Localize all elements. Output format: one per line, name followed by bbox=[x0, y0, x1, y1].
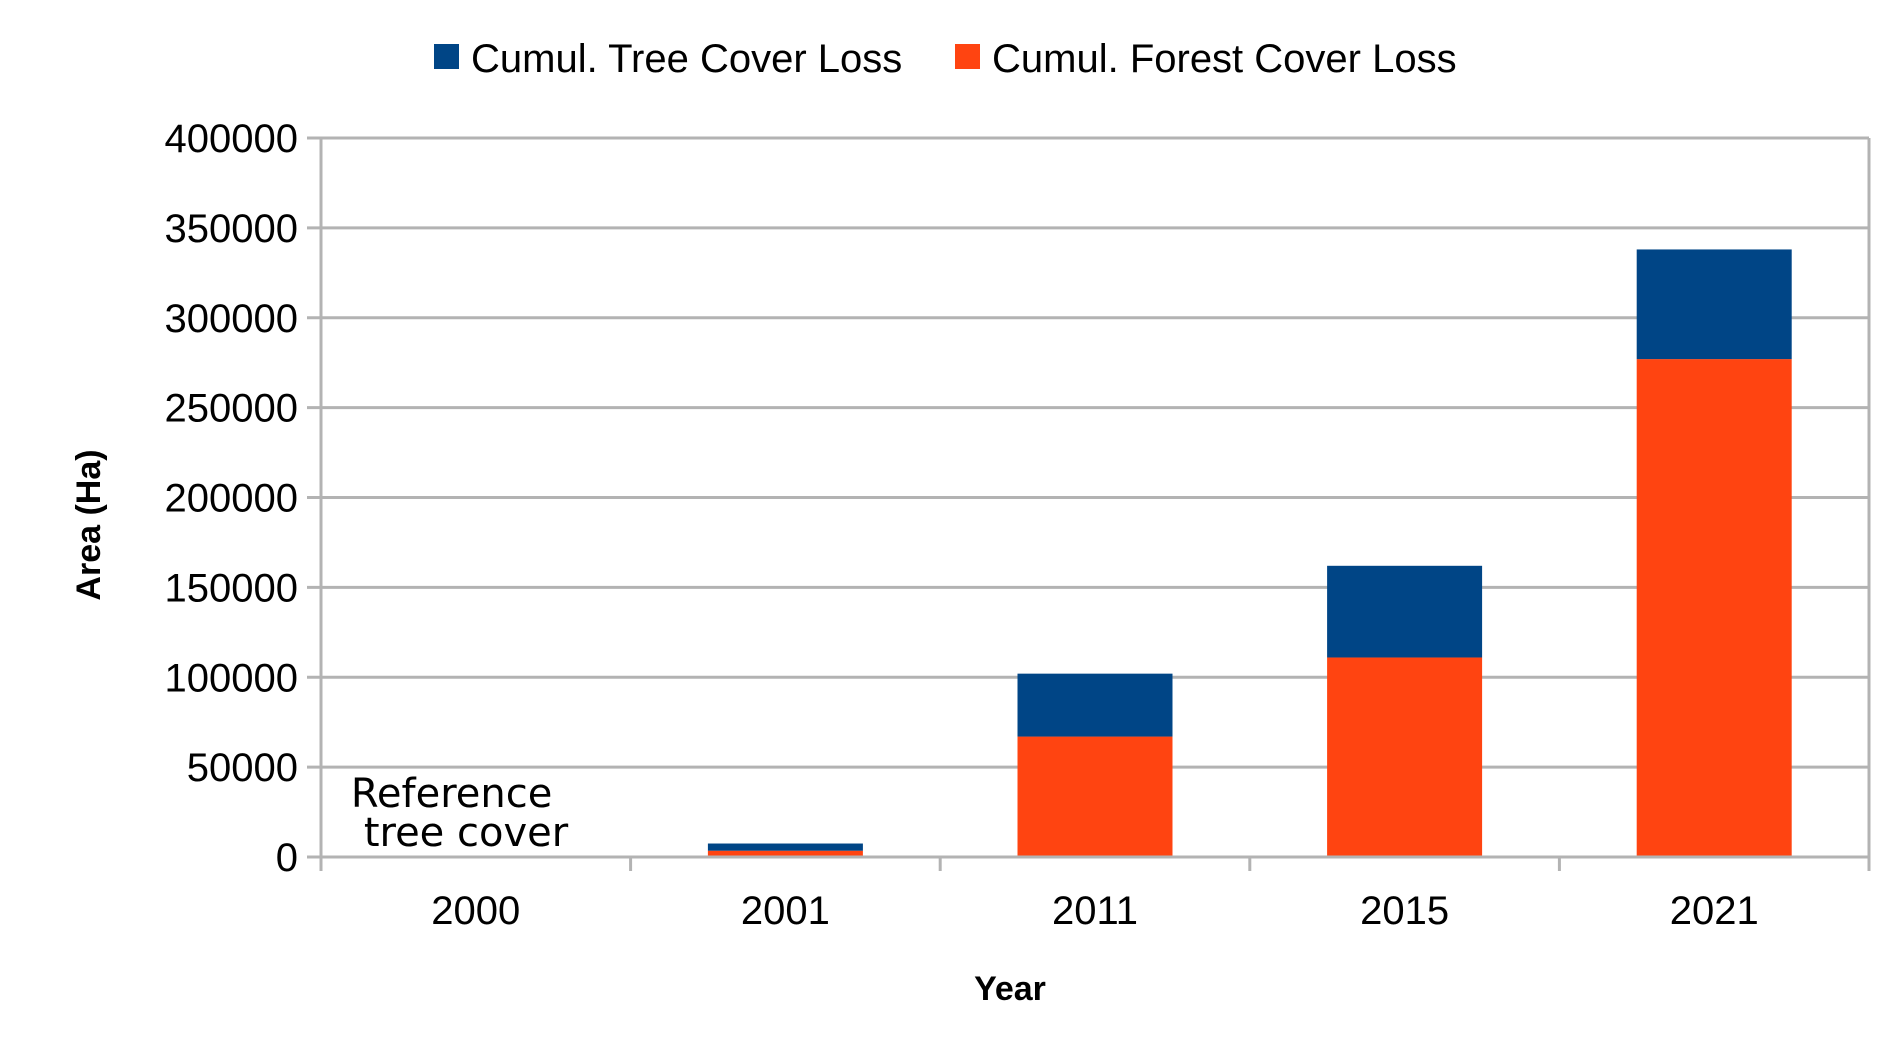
bar-2011-tree-cover-loss bbox=[1017, 673, 1173, 737]
y-tick-label-50000: 50000 bbox=[187, 746, 298, 790]
bar-2015-forest-cover-loss bbox=[1327, 657, 1483, 857]
gridlines bbox=[307, 136, 1869, 859]
y-tick-label-100000: 100000 bbox=[165, 656, 298, 700]
y-tick-label-200000: 200000 bbox=[165, 477, 298, 521]
legend: Cumul. Tree Cover Loss Cumul. Forest Cove… bbox=[434, 37, 1457, 81]
y-tick-label-0: 0 bbox=[276, 836, 298, 880]
legend-swatch-forest-cover-loss bbox=[955, 44, 980, 69]
annotation-line-2: tree cover bbox=[364, 810, 569, 856]
legend-label-forest-cover-loss: Cumul. Forest Cover Loss bbox=[992, 37, 1457, 81]
reference-annotation: Reference tree cover bbox=[351, 771, 569, 856]
y-tick-label-300000: 300000 bbox=[165, 297, 298, 341]
axes bbox=[319, 138, 1871, 871]
bar-2001-forest-cover-loss bbox=[707, 850, 863, 857]
y-tick-label-250000: 250000 bbox=[165, 387, 298, 431]
x-tick-label-2000: 2000 bbox=[431, 889, 520, 933]
x-tick-label-2011: 2011 bbox=[1052, 889, 1138, 933]
x-tick-label-2021: 2021 bbox=[1670, 889, 1759, 933]
x-tick-label-2001: 2001 bbox=[741, 889, 830, 933]
y-tick-labels: 0 50000 100000 150000 200000 250000 300000 3500… bbox=[165, 117, 298, 880]
x-tick-label-2015: 2015 bbox=[1360, 889, 1449, 933]
y-axis-title: Area (Ha) bbox=[70, 449, 108, 600]
y-tick-label-400000: 400000 bbox=[165, 117, 298, 161]
x-axis-title: Year bbox=[974, 970, 1046, 1008]
annotation-line-1: Reference bbox=[351, 771, 552, 817]
x-tick-labels: 2000 2001 2011 2015 2021 bbox=[431, 889, 1758, 933]
bar-2001-tree-cover-loss bbox=[707, 843, 863, 851]
bar-2021-tree-cover-loss bbox=[1636, 249, 1792, 360]
bar-2015-tree-cover-loss bbox=[1327, 565, 1483, 658]
bar-2021-forest-cover-loss bbox=[1636, 359, 1792, 857]
bar-2011-forest-cover-loss bbox=[1017, 736, 1173, 857]
legend-swatch-tree-cover-loss bbox=[434, 44, 459, 69]
bars bbox=[707, 249, 1792, 857]
y-tick-label-150000: 150000 bbox=[165, 566, 298, 610]
legend-label-tree-cover-loss: Cumul. Tree Cover Loss bbox=[471, 37, 902, 81]
y-tick-label-350000: 350000 bbox=[165, 207, 298, 251]
